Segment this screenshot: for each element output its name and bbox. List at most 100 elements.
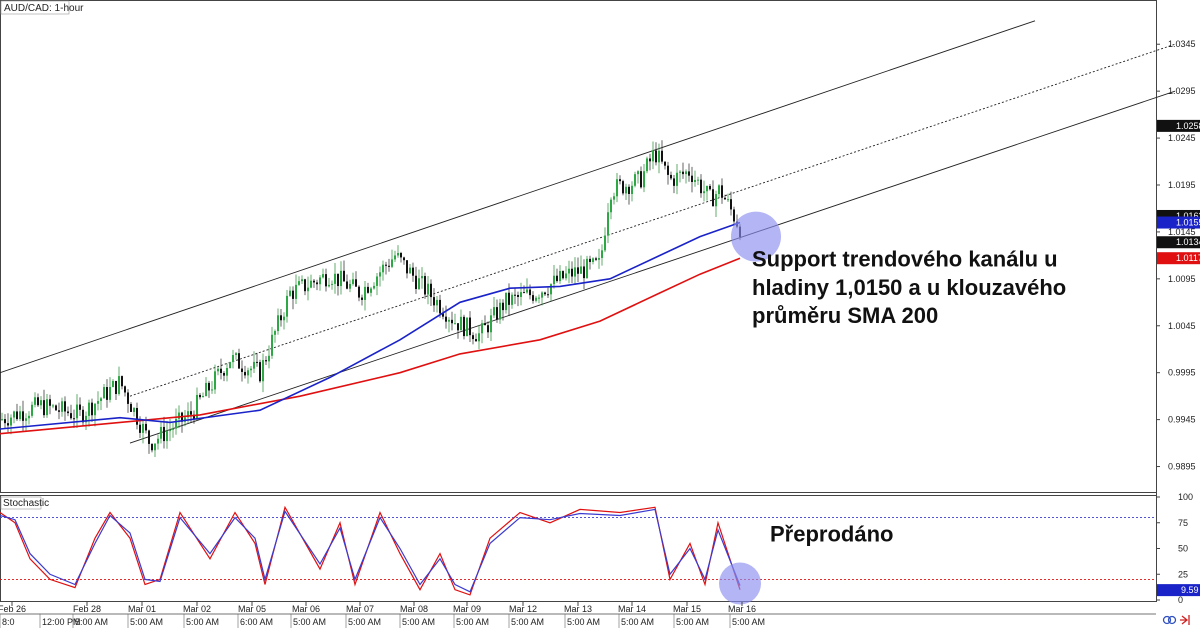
stochastic-axis: 100 75 50 25 0 — [1156, 492, 1193, 605]
candle-body — [598, 257, 600, 260]
candle-body — [667, 165, 669, 175]
candle-body — [721, 185, 723, 198]
candle-body — [679, 171, 681, 173]
candle-body — [70, 413, 72, 419]
candle-body — [121, 376, 123, 387]
candle-body — [379, 272, 381, 277]
oversold-highlight — [719, 562, 761, 605]
link-icon[interactable] — [1162, 615, 1177, 625]
channel-lower-line — [129, 90, 1176, 444]
candle-body — [415, 275, 417, 290]
candle-body — [10, 417, 12, 426]
candle-body — [46, 399, 48, 416]
candle-body — [622, 181, 624, 194]
main-title: AUD/CAD: 1-hour — [4, 3, 84, 14]
candle-body — [601, 250, 603, 258]
candle-body — [313, 280, 315, 283]
candle-body — [172, 428, 174, 430]
candle-body — [487, 325, 489, 333]
candle-body — [40, 400, 42, 406]
candle-body — [724, 197, 726, 200]
time-tick-label: 5:00 AM — [676, 617, 709, 627]
candle-body — [364, 286, 366, 300]
candle-body — [232, 355, 234, 363]
candle-body — [103, 387, 105, 399]
price-tick-label: 0.9995 — [1168, 368, 1196, 378]
candle-body — [52, 405, 54, 407]
candle-body — [403, 257, 405, 261]
time-tick-label: 5:00 AM — [402, 617, 435, 627]
candle-body — [409, 267, 411, 274]
candle-body — [703, 191, 705, 194]
candle-body — [193, 414, 195, 419]
candle-body — [295, 284, 297, 299]
candle-body — [544, 292, 546, 295]
time-tick-label: 5:00 AM — [456, 617, 489, 627]
candle-body — [358, 286, 360, 298]
candle-body — [73, 418, 75, 420]
trend-channel — [0, 20, 1176, 444]
candle-body — [286, 295, 288, 317]
candle-body — [475, 339, 477, 342]
candle-body — [496, 307, 498, 320]
candle-body — [289, 290, 291, 296]
candle-body — [526, 289, 528, 293]
candle-body — [625, 186, 627, 194]
candle-body — [580, 266, 582, 274]
price-axis: 1.0345 1.0295 1.0245 1.0195 1.0145 1.0095 1.00… — [1156, 39, 1196, 472]
time-tick-label: 5:00 AM — [186, 617, 219, 627]
candle-body — [55, 405, 57, 411]
candle-body — [517, 294, 519, 297]
candle-body — [211, 389, 213, 391]
price-tag-label: 1.0155 — [1176, 218, 1200, 228]
scroll-to-end-icon[interactable] — [1180, 615, 1190, 625]
candle-body — [559, 271, 561, 282]
candle-body — [43, 400, 45, 416]
candle-body — [337, 273, 339, 287]
candle-body — [247, 370, 249, 376]
candle-body — [388, 265, 390, 267]
date-tick-label: Mar 06 — [292, 604, 320, 614]
candle-body — [34, 397, 36, 405]
candle-body — [1, 419, 3, 421]
candle-body — [400, 252, 402, 258]
candle-body — [346, 281, 348, 289]
candle-body — [76, 404, 78, 419]
candle-body — [334, 273, 336, 284]
candle-body — [277, 315, 279, 332]
candle-body — [541, 292, 543, 298]
candle-body — [448, 319, 450, 322]
candle-body — [316, 282, 318, 285]
date-tick-label: Mar 12 — [509, 604, 537, 614]
candle-body — [4, 419, 6, 424]
candle-body — [535, 297, 537, 301]
candle-body — [652, 150, 654, 162]
candle-body — [442, 313, 444, 317]
candle-body — [163, 426, 165, 442]
stochastic-value-tag: 9.59 — [1157, 584, 1200, 597]
time-axis: Feb 26 Feb 28 Mar 01 Mar 02 Mar 05 Mar 06 Mar … — [0, 602, 1156, 628]
time-tick-label: 5:00 AM — [567, 617, 600, 627]
channel-upper-line — [0, 20, 1036, 374]
candle-body — [514, 294, 516, 296]
oversold-highlight-circle — [719, 562, 761, 605]
candle-body — [643, 171, 645, 188]
candle-body — [430, 283, 432, 298]
candle-body — [529, 289, 531, 296]
candle-body — [691, 175, 693, 183]
candle-body — [340, 270, 342, 287]
stoch-tick-label: 50 — [1178, 544, 1188, 554]
candle-body — [319, 277, 321, 285]
candle-body — [478, 333, 480, 342]
candle-body — [115, 381, 117, 394]
candle-body — [145, 423, 147, 431]
time-tick-label: 5:00 AM — [75, 617, 108, 627]
candle-body — [124, 386, 126, 393]
candle-body — [160, 426, 162, 439]
stoch-value-label: 9.59 — [1181, 585, 1199, 595]
candle-body — [682, 171, 684, 175]
candle-body — [283, 316, 285, 321]
candle-body — [301, 279, 303, 282]
time-tick-label: 5:00 AM — [348, 617, 381, 627]
